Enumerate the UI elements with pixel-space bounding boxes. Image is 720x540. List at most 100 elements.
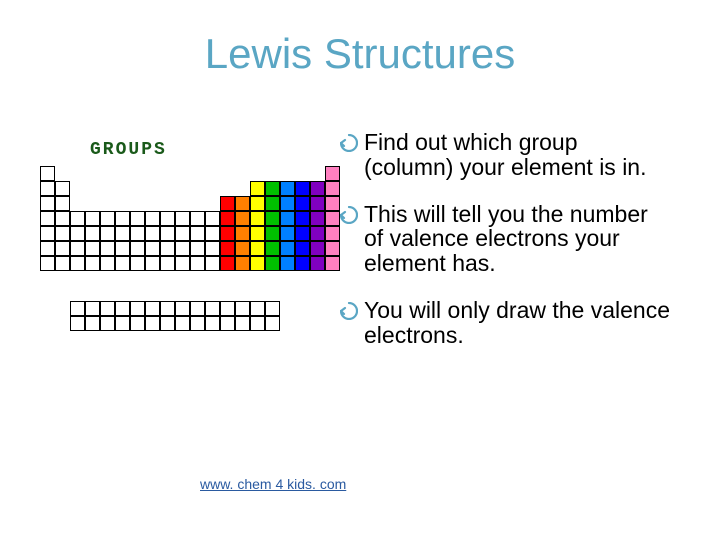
pt-cell — [70, 211, 85, 226]
bullet-item: This will tell you the number of valence… — [340, 202, 670, 276]
pt-cell — [100, 316, 115, 331]
pt-cell — [175, 211, 190, 226]
pt-cell — [115, 211, 130, 226]
title-text: Lewis Structures — [205, 30, 515, 77]
pt-cell — [280, 226, 295, 241]
pt-cell — [145, 226, 160, 241]
pt-cell — [220, 256, 235, 271]
pt-cell — [70, 226, 85, 241]
pt-cell — [220, 241, 235, 256]
pt-cell — [85, 226, 100, 241]
pt-cell — [160, 241, 175, 256]
pt-cell — [40, 241, 55, 256]
pt-cell — [205, 256, 220, 271]
pt-cell — [130, 226, 145, 241]
pt-cell — [265, 181, 280, 196]
pt-cell — [115, 226, 130, 241]
pt-cell — [220, 196, 235, 211]
pt-cell — [325, 166, 340, 181]
bullet-item: Find out which group (column) your eleme… — [340, 130, 670, 180]
pt-cell — [205, 301, 220, 316]
pt-cell — [145, 211, 160, 226]
pt-cell — [70, 316, 85, 331]
pt-cell — [205, 241, 220, 256]
pt-cell — [100, 241, 115, 256]
pt-cell — [250, 301, 265, 316]
pt-cell — [280, 196, 295, 211]
pt-cell — [85, 241, 100, 256]
pt-cell — [70, 241, 85, 256]
pt-cell — [235, 316, 250, 331]
pt-cell — [145, 301, 160, 316]
pt-cell — [265, 256, 280, 271]
pt-cell — [115, 316, 130, 331]
pt-cell — [280, 211, 295, 226]
pt-cell — [85, 316, 100, 331]
pt-cell — [160, 301, 175, 316]
pt-cell — [250, 256, 265, 271]
pt-cell — [310, 256, 325, 271]
pt-cell — [40, 256, 55, 271]
pt-cell — [160, 316, 175, 331]
pt-cell — [115, 301, 130, 316]
pt-cell — [265, 211, 280, 226]
pt-cell — [40, 211, 55, 226]
pt-cell — [310, 226, 325, 241]
pt-cell — [175, 256, 190, 271]
pt-cell — [265, 196, 280, 211]
page-title: Lewis Structures — [0, 30, 720, 78]
pt-cell — [175, 301, 190, 316]
pt-cell — [295, 211, 310, 226]
pt-cell — [145, 316, 160, 331]
pt-cell — [55, 256, 70, 271]
pt-cell — [100, 211, 115, 226]
pt-cell — [130, 211, 145, 226]
pt-cell — [265, 316, 280, 331]
pt-cell — [310, 241, 325, 256]
pt-cell — [130, 301, 145, 316]
pt-cell — [250, 316, 265, 331]
content-row: GROUPS Find out which group (column) you… — [0, 130, 720, 386]
pt-cell — [115, 256, 130, 271]
pt-cell — [160, 256, 175, 271]
bullet-arrow-icon — [340, 134, 358, 180]
pt-cell — [55, 181, 70, 196]
pt-cell — [70, 301, 85, 316]
pt-cell — [85, 211, 100, 226]
pt-cell — [220, 301, 235, 316]
pt-cell — [325, 256, 340, 271]
pt-cell — [190, 211, 205, 226]
pt-cell — [205, 226, 220, 241]
bullet-text: This will tell you the number of valence… — [364, 202, 670, 276]
pt-cell — [130, 241, 145, 256]
source-link[interactable]: www. chem 4 kids. com — [200, 476, 346, 492]
pt-cell — [250, 241, 265, 256]
bullet-text: Find out which group (column) your eleme… — [364, 130, 670, 180]
bullet-arrow-icon — [340, 302, 358, 348]
pt-cell — [175, 316, 190, 331]
pt-cell — [70, 256, 85, 271]
pt-cell — [220, 316, 235, 331]
bullet-item: You will only draw the valence electrons… — [340, 298, 670, 348]
pt-cell — [190, 241, 205, 256]
pt-cell — [205, 211, 220, 226]
pt-cell — [295, 256, 310, 271]
pt-cell — [235, 211, 250, 226]
pt-cell — [280, 181, 295, 196]
pt-cell — [295, 241, 310, 256]
link-text: www. chem 4 kids. com — [200, 476, 346, 492]
pt-cell — [325, 226, 340, 241]
pt-cell — [40, 226, 55, 241]
pt-cell — [55, 241, 70, 256]
groups-label: GROUPS — [90, 140, 340, 160]
pt-cell — [55, 226, 70, 241]
pt-cell — [265, 301, 280, 316]
pt-cell — [250, 226, 265, 241]
pt-cell — [235, 301, 250, 316]
pt-cell — [100, 301, 115, 316]
left-column: GROUPS — [0, 130, 340, 386]
pt-cell — [220, 211, 235, 226]
pt-cell — [55, 196, 70, 211]
pt-cell — [325, 181, 340, 196]
pt-cell — [310, 181, 325, 196]
